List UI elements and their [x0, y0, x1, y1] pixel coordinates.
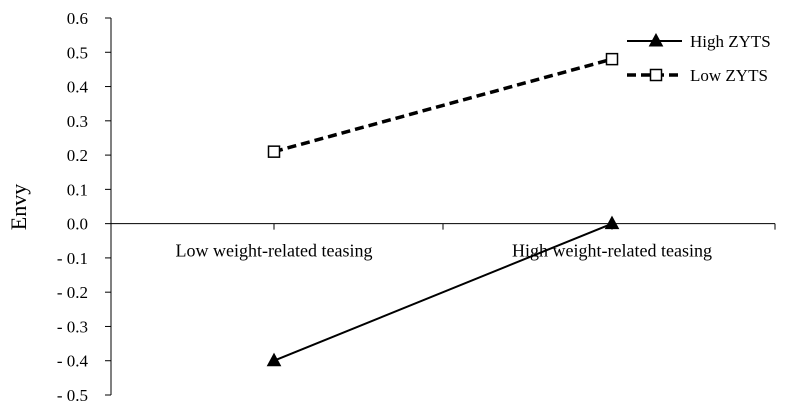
y-tick-label: 0.5	[67, 43, 88, 62]
series-line	[273, 57, 613, 154]
y-tick-label: - 0.1	[57, 249, 88, 268]
x-axis-ticks	[110, 223, 776, 230]
legend-label: Low ZYTS	[690, 66, 768, 85]
data-point	[266, 352, 282, 367]
x-category-label: Low weight-related teasing	[176, 241, 373, 261]
x-axis-category-labels: Low weight-related teasing High weight-re…	[176, 241, 712, 261]
y-tick-label: 0.4	[67, 78, 89, 97]
series-high-zyts	[266, 215, 620, 367]
series-line	[273, 222, 613, 362]
data-point	[604, 215, 620, 230]
series-low-zyts	[267, 52, 619, 158]
y-tick-label: - 0.5	[57, 386, 88, 405]
y-tick-label: 0.0	[67, 215, 88, 234]
series-group	[266, 52, 620, 367]
y-tick-label: 0.2	[67, 146, 88, 165]
legend-label: High ZYTS	[690, 32, 771, 51]
y-tick-label: 0.3	[67, 112, 88, 131]
data-point	[267, 145, 281, 158]
y-tick-label: 0.1	[67, 180, 88, 199]
legend-item: Low ZYTS	[627, 66, 768, 85]
legend: High ZYTS Low ZYTS	[627, 32, 771, 85]
legend-marker	[648, 32, 664, 47]
legend-item: High ZYTS	[627, 32, 771, 51]
legend-marker	[649, 68, 663, 82]
data-point	[605, 52, 619, 66]
y-axis-label: Envy	[6, 184, 31, 230]
y-tick-label: - 0.3	[57, 317, 88, 336]
y-tick-label: - 0.4	[57, 352, 89, 371]
x-category-label: High weight-related teasing	[512, 241, 712, 261]
y-tick-label: - 0.2	[57, 283, 88, 302]
y-axis-ticks: 0.6 0.5 0.4 0.3 0.2 0.1 0.0 - 0.1 - 0.2 - 0.3 - 0.…	[57, 9, 111, 405]
y-tick-label: 0.6	[67, 9, 88, 28]
